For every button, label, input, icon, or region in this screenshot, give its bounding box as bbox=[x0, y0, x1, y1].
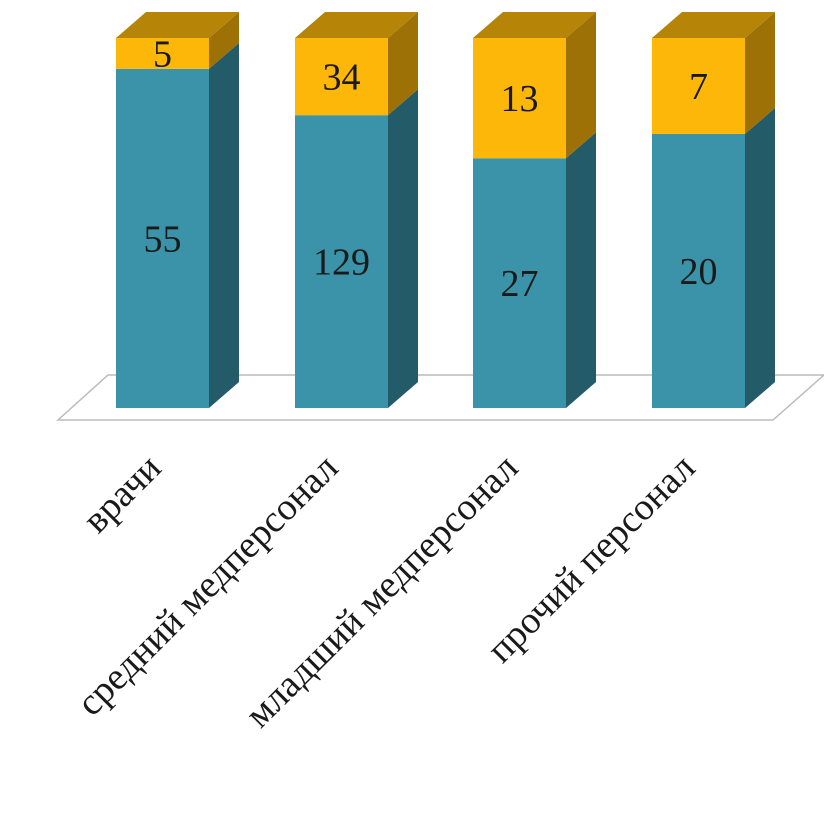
bar-side-series-1-1 bbox=[209, 42, 239, 408]
data-label-series-1-4: 20 bbox=[680, 251, 718, 293]
bar-side-series-2-4 bbox=[745, 12, 775, 134]
bar-series-2-1 bbox=[116, 38, 209, 69]
category-label-1: врачи bbox=[75, 447, 170, 542]
data-label-series-2-4: 7 bbox=[689, 66, 708, 108]
bar-side-series-1-3 bbox=[566, 132, 596, 408]
bar-side-series-1-2 bbox=[388, 89, 418, 408]
bar-top-3 bbox=[473, 12, 596, 38]
data-label-series-2-1: 5 bbox=[153, 33, 172, 75]
bar-side-series-2-1 bbox=[209, 12, 239, 69]
data-label-series-2-3: 13 bbox=[501, 78, 539, 120]
data-label-series-1-2: 129 bbox=[313, 242, 370, 284]
bar-side-series-2-3 bbox=[566, 12, 596, 159]
bar-series-1-2 bbox=[295, 115, 388, 408]
data-label-series-1-3: 27 bbox=[501, 263, 539, 305]
bar-top-4 bbox=[652, 12, 775, 38]
bar-series-1-1 bbox=[116, 68, 209, 408]
bar-series-1-3 bbox=[473, 158, 566, 408]
bar-side-series-2-2 bbox=[388, 12, 418, 116]
bar-series-1-4 bbox=[652, 133, 745, 409]
bar-series-2-2 bbox=[295, 38, 388, 116]
bar-series-2-3 bbox=[473, 38, 566, 159]
bar-side-series-1-4 bbox=[745, 107, 775, 408]
bar-top-2 bbox=[295, 12, 418, 38]
chart-floor bbox=[56, 374, 824, 421]
bar-top-1 bbox=[116, 12, 239, 38]
data-label-series-2-2: 34 bbox=[323, 57, 361, 99]
data-label-series-1-1: 55 bbox=[144, 218, 182, 260]
bar-series-2-4 bbox=[652, 38, 745, 134]
